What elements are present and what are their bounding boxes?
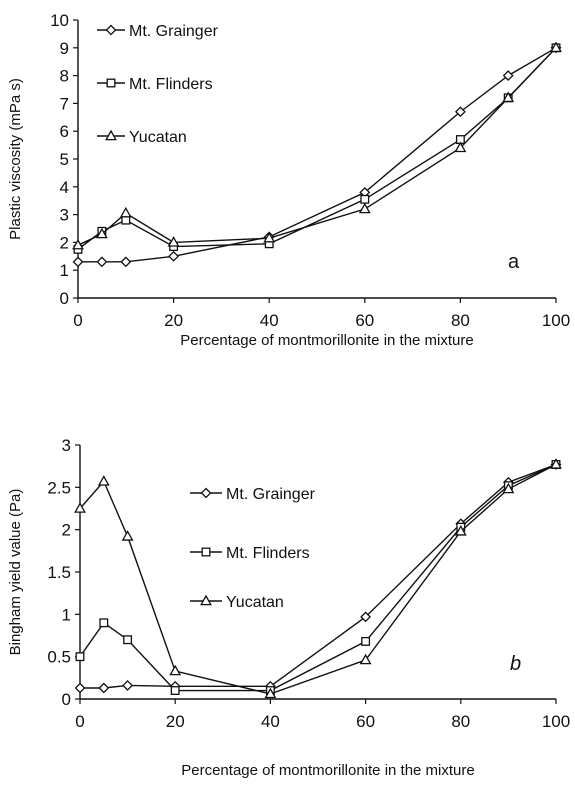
y-tick-label: 1 — [62, 605, 71, 624]
data-point — [97, 475, 110, 486]
x-axis-label: Percentage of montmorillonite in the mix… — [180, 332, 473, 349]
y-axis-label: Plastic viscosity (mPa s) — [7, 78, 24, 240]
y-tick-label: 10 — [50, 11, 69, 30]
legend-marker — [200, 594, 212, 606]
legend-marker — [200, 487, 212, 499]
data-point — [95, 227, 108, 239]
data-point — [454, 525, 467, 536]
y-tick-label: 5 — [60, 150, 69, 169]
data-point — [454, 106, 466, 118]
y-tick-label: 2 — [60, 233, 69, 252]
legend-label: Mt. Grainger — [129, 23, 219, 40]
data-point — [121, 215, 131, 225]
legend-label: Yucatan — [129, 129, 187, 146]
data-point — [168, 250, 180, 262]
data-point — [74, 502, 86, 513]
x-tick-label: 100 — [542, 712, 570, 731]
series-mt-grainger — [74, 459, 562, 694]
data-point — [264, 687, 277, 699]
y-tick-label: 8 — [60, 67, 69, 86]
legend-label: Yucatan — [226, 594, 284, 611]
x-tick-label: 100 — [542, 311, 570, 330]
data-point — [502, 91, 515, 103]
legend: Mt. Grainger Mt. Flinders Yucatan — [97, 23, 219, 146]
x-tick-label: 40 — [260, 311, 279, 330]
x-tick-label: 80 — [451, 311, 470, 330]
data-point — [361, 636, 371, 646]
chart-panel-b: 0 0.5 1 1.5 2 2.5 3 0 20 40 60 80 100 Percentage of m… — [7, 436, 570, 779]
data-point — [502, 70, 514, 82]
y-tick-label: 4 — [60, 178, 69, 197]
data-point — [120, 256, 132, 268]
legend-label: Mt. Flinders — [226, 545, 310, 562]
legend: Mt. Grainger Mt. Flinders Yucatan — [190, 486, 316, 611]
x-axis-label: Percentage of montmorillonite in the mix… — [181, 762, 474, 779]
series-yucatan — [72, 41, 562, 250]
data-point — [74, 682, 86, 694]
data-point — [167, 236, 180, 247]
y-tick-label: 0.5 — [47, 648, 71, 667]
panel-label: a — [508, 251, 520, 273]
data-point — [119, 206, 132, 218]
y-axis-label: Bingham yield value (Pa) — [7, 489, 24, 656]
y-tick-label: 1 — [60, 261, 69, 280]
legend-marker — [106, 78, 116, 88]
data-point — [75, 652, 85, 662]
x-tick-label: 60 — [356, 712, 375, 731]
data-point — [170, 686, 180, 695]
y-tick-label: 0 — [62, 690, 71, 709]
series-yucatan — [74, 458, 562, 699]
data-point — [122, 680, 134, 691]
data-point — [99, 618, 109, 628]
series-line — [80, 463, 557, 689]
series-line — [79, 463, 557, 692]
x-tick-label: 0 — [75, 712, 84, 731]
y-tick-label: 0 — [60, 289, 69, 308]
data-point — [502, 482, 515, 494]
x-tick-label: 0 — [73, 311, 82, 330]
legend-marker — [105, 129, 117, 141]
y-tick-label: 2.5 — [47, 478, 71, 497]
data-point — [358, 202, 371, 214]
data-point — [98, 682, 110, 694]
data-point — [123, 635, 133, 645]
data-point — [550, 41, 562, 53]
data-point — [169, 664, 182, 676]
y-tick-label: 3 — [62, 436, 71, 455]
y-tick-label: 9 — [60, 39, 69, 58]
data-point — [359, 653, 372, 665]
legend-marker — [201, 547, 211, 557]
legend-label: Mt. Flinders — [129, 76, 213, 93]
x-tick-label: 20 — [166, 712, 185, 731]
x-tick-label: 20 — [164, 311, 183, 330]
y-tick-label: 6 — [60, 122, 69, 141]
data-point — [550, 458, 562, 469]
data-point — [360, 611, 372, 623]
legend-marker — [105, 24, 117, 36]
data-point — [121, 530, 134, 541]
y-tick-label: 3 — [60, 206, 69, 225]
data-point — [96, 256, 108, 268]
series-line — [79, 463, 557, 695]
panel-label: b — [510, 653, 521, 675]
x-tick-label: 40 — [261, 712, 280, 731]
y-tick-label: 7 — [60, 94, 69, 113]
data-point — [72, 256, 84, 268]
x-tick-label: 80 — [451, 712, 470, 731]
data-point — [72, 238, 84, 250]
data-point — [263, 231, 276, 243]
data-point — [454, 141, 467, 153]
x-tick-label: 60 — [355, 311, 374, 330]
y-tick-label: 2 — [62, 521, 71, 540]
data-point — [360, 194, 370, 204]
series-mt-flinders — [75, 460, 561, 695]
y-tick-label: 1.5 — [47, 563, 71, 582]
legend-label: Mt. Grainger — [226, 486, 316, 503]
